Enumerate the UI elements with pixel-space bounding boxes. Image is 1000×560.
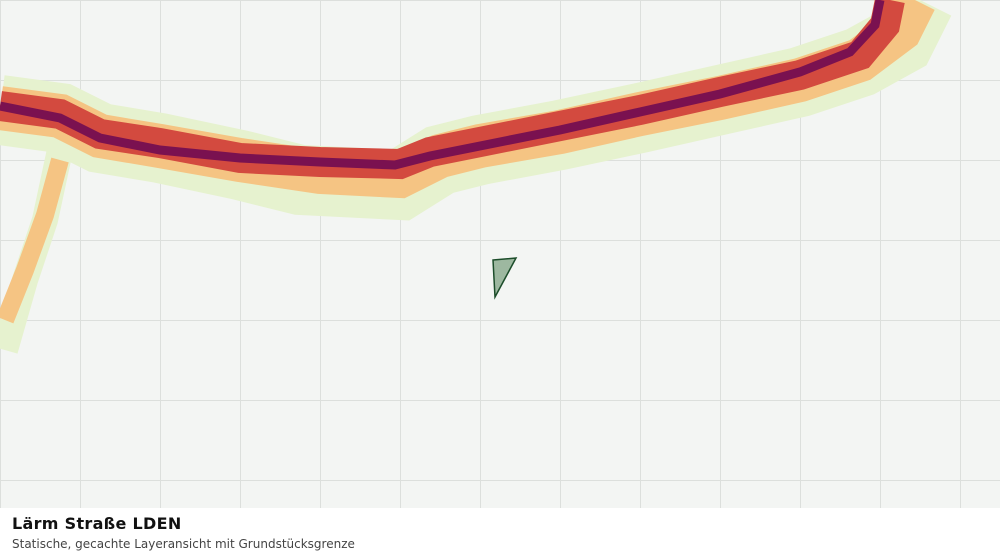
noise-zone-mid xyxy=(0,157,69,324)
map-title: Lärm Straße LDEN xyxy=(12,514,182,533)
noise-layer xyxy=(0,0,952,354)
parcel-boundary[interactable] xyxy=(492,257,518,300)
noise-zone-core xyxy=(0,0,885,170)
caption: Lärm Straße LDEN Statische, gecachte Lay… xyxy=(0,508,1000,560)
map-subtitle: Statische, gecachte Layeransicht mit Gru… xyxy=(12,537,355,551)
map xyxy=(0,0,1000,508)
